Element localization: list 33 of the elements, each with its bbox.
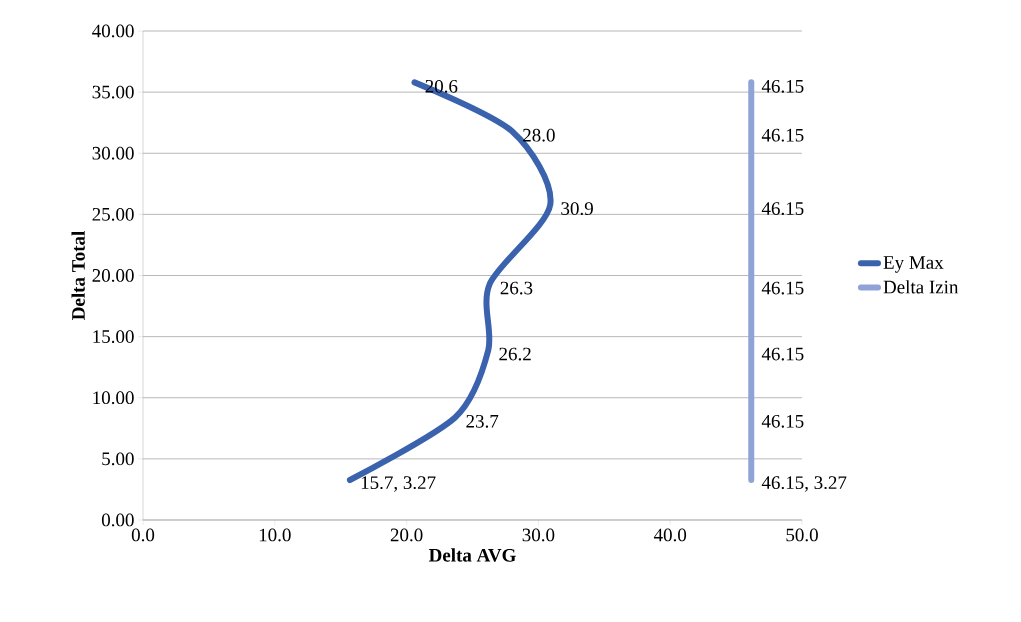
y-tick-label: 15.00 [93, 330, 134, 344]
legend-label: Delta Izin [883, 280, 959, 294]
annotation: 15.7, 3.27 [361, 476, 436, 492]
x-tick-label: 0.0 [131, 528, 155, 542]
annotation: 46.15 [761, 347, 804, 361]
legend-label: Ey Max [883, 256, 944, 273]
x-tick-label: 50.0 [786, 528, 818, 542]
y-axis-title: Delta Total [71, 231, 85, 320]
annotation: 46.15 [761, 202, 804, 216]
annotation: 46.15 [761, 128, 804, 142]
x-tick-label: 20.0 [390, 528, 423, 542]
annotation: 28.0 [523, 128, 555, 142]
x-axis-title: Delta AVG [428, 548, 516, 562]
annotation: 46.15 [761, 414, 804, 428]
y-tick-label: 5.00 [102, 452, 134, 466]
y-tick-label: 40.00 [92, 24, 134, 38]
annotation: 26.2 [499, 347, 531, 361]
y-tick-label: 30.00 [92, 146, 134, 160]
annotation: 23.7 [466, 414, 499, 428]
y-tick-label: 20.00 [92, 269, 134, 282]
annotation: 46.15 [761, 281, 804, 295]
annotation: 30.9 [561, 202, 593, 216]
x-tick-label: 30.0 [522, 528, 555, 542]
x-tick-label: 10.0 [259, 528, 291, 542]
annotation: 46.15 [761, 79, 804, 93]
annotation: 46.15, 3.27 [761, 476, 847, 492]
y-tick-label: 25.00 [92, 207, 134, 221]
y-tick-label: 35.00 [92, 85, 134, 99]
annotation: 26.3 [500, 281, 533, 295]
annotation: 20.6 [425, 79, 458, 93]
x-tick-label: 40.0 [653, 528, 687, 542]
y-tick-label: 0.00 [101, 513, 134, 527]
y-tick-label: 10.00 [93, 391, 134, 405]
